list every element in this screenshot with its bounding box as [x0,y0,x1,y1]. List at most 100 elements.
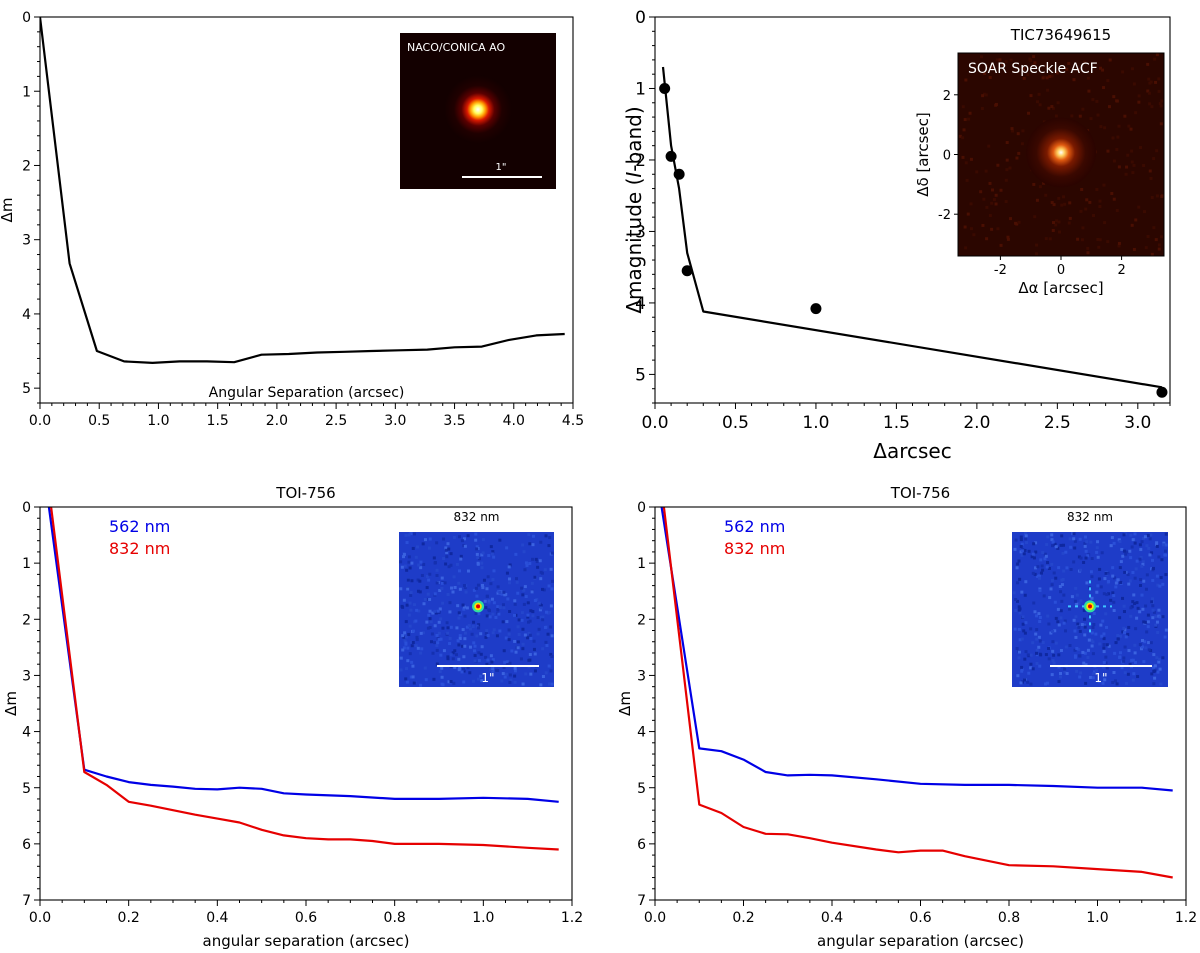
speckle-noise [1164,628,1168,632]
speckle-noise [1131,600,1135,604]
speckle-noise [419,560,423,564]
speckle-noise [462,605,466,609]
speckle-noise [1139,647,1143,651]
speckle-noise [1016,674,1020,678]
speckle-noise [492,628,496,632]
speckle-noise [516,640,520,644]
series-line-1 [47,507,559,803]
speckle-noise [1122,656,1126,660]
speckle-noise [1089,570,1093,574]
speckle-noise [414,644,418,648]
speckle-noise [1100,634,1104,638]
speckle-noise [524,561,528,565]
speckle-noise [1075,646,1079,650]
x-tick-label: 1.0 [472,910,494,926]
inset-title: TIC73649615 [1010,26,1111,44]
speckle-noise [425,586,429,590]
speckle-noise [468,671,472,675]
speckle-noise [539,577,543,581]
speckle-noise [1156,583,1160,587]
speckle-noise [1064,550,1068,554]
speckle-noise [1133,643,1137,647]
speckle-noise [1078,675,1082,679]
y-tick-label: 7 [637,893,646,909]
speckle-noise [488,609,492,613]
y-tick-label: 0 [22,10,31,26]
speckle-noise [1114,641,1118,645]
speckle-noise [1143,535,1147,539]
speckle-noise [492,555,496,559]
speckle-noise [1039,571,1043,575]
speckle-noise [417,609,421,613]
speckle-noise [1109,598,1113,602]
speckle-noise [1073,599,1077,603]
speckle-noise [426,626,430,630]
speckle-noise [404,635,408,639]
speckle-noise [1163,553,1167,557]
speckle-noise [1131,538,1135,542]
speckle-noise [496,608,500,612]
speckle-noise [547,544,551,548]
speckle-noise [1091,98,1095,102]
speckle-noise [526,601,530,605]
speckle-noise [1096,113,1100,117]
speckle-noise [401,634,405,638]
speckle-noise [1112,95,1116,99]
inset-title: 832 nm [453,510,499,524]
speckle-noise [1095,188,1099,192]
speckle-noise [1083,633,1087,637]
speckle-noise [1146,62,1150,66]
speckle-noise [536,565,540,569]
speckle-noise [432,677,436,681]
speckle-noise [411,629,415,633]
speckle-noise [1032,542,1036,546]
speckle-noise [1038,664,1042,668]
speckle-noise [1157,660,1161,664]
series-line-1 [661,66,1163,389]
speckle-noise [522,602,526,606]
data-point [665,150,677,162]
speckle-noise [1112,609,1116,613]
speckle-noise [1042,594,1046,598]
speckle-noise [1102,650,1106,654]
speckle-noise [496,591,500,595]
speckle-noise [1013,627,1017,631]
speckle-noise [488,615,492,619]
speckle-noise [1103,221,1107,225]
speckle-noise [417,563,421,567]
x-tick-label: 0.6 [295,910,317,926]
speckle-noise [1058,584,1062,588]
speckle-noise [418,579,422,583]
speckle-noise [410,579,414,583]
speckle-noise [982,71,986,75]
x-tick-label: 0.0 [641,413,668,433]
speckle-noise [1083,544,1087,548]
speckle-noise [446,655,450,659]
speckle-noise [541,618,545,622]
speckle-noise [1126,153,1130,157]
speckle-noise [496,605,500,609]
speckle-noise [1058,675,1062,679]
speckle-noise [1139,578,1143,582]
speckle-noise [1117,538,1121,542]
speckle-noise [520,611,524,615]
speckle-noise [1132,672,1136,676]
speckle-noise [442,537,446,541]
speckle-noise [1154,623,1158,627]
speckle-noise [1051,640,1055,644]
speckle-noise [1056,101,1060,105]
x-axis-label: angular separation (arcsec) [817,932,1024,950]
y-tick-label: 4 [635,294,646,314]
speckle-noise [1094,632,1098,636]
speckle-noise [405,667,409,671]
speckle-noise [1017,559,1021,563]
speckle-noise [486,634,490,638]
speckle-noise [961,136,965,140]
x-tick-label: 0.4 [206,910,228,926]
speckle-noise [505,660,509,664]
speckle-noise [526,615,530,619]
speckle-noise [504,672,508,676]
speckle-noise [1113,576,1117,580]
speckle-noise [1018,638,1022,642]
speckle-noise [462,583,466,587]
